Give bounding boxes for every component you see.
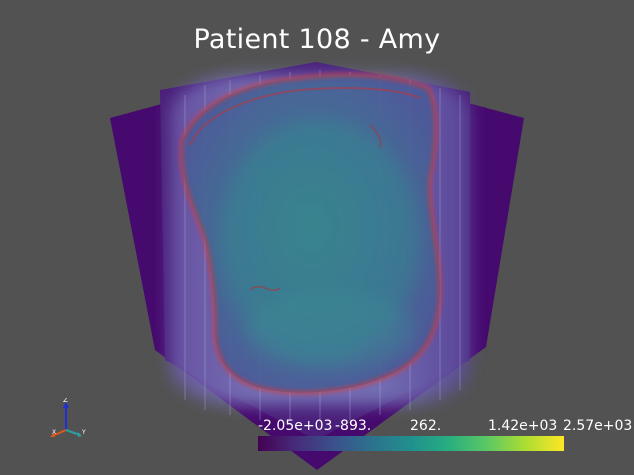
render-title: Patient 108 - Amy <box>193 24 441 55</box>
body-contour-inner <box>189 87 421 146</box>
z-axis-arrow <box>63 402 69 408</box>
colorbar-label-min: -2.05e+03 <box>258 418 333 434</box>
contour-detail-2 <box>369 124 382 149</box>
contour-detail <box>249 285 281 292</box>
y-axis-label: Y <box>81 429 86 436</box>
z-axis-label: Z <box>63 398 68 404</box>
x-axis-label: X <box>52 429 56 436</box>
x-axis-arrow <box>50 433 55 437</box>
body-contour <box>179 73 442 395</box>
colorbar-label-q3: 1.42e+03 <box>488 418 558 434</box>
y-axis-arrow <box>78 432 82 437</box>
inner-tissue-lower <box>245 290 415 370</box>
scalar-colorbar <box>258 436 564 451</box>
colorbar-label-q1: -893. <box>335 418 372 434</box>
colorbar-label-mid: 262. <box>410 418 442 434</box>
colorbar-label-max: 2.57e+03 <box>563 418 633 434</box>
y-axis-line <box>65 429 81 436</box>
orientation-axes-widget[interactable]: Z X Y <box>38 398 98 444</box>
